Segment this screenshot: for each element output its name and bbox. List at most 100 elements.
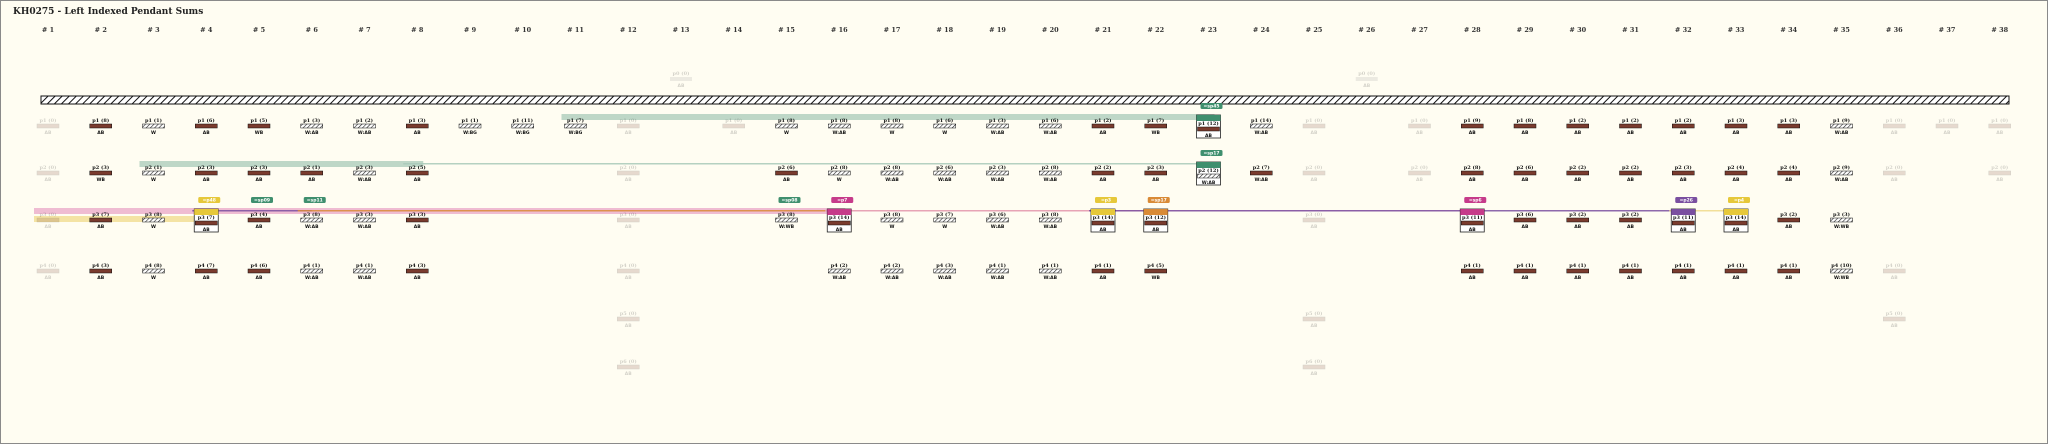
pendant-code: p1 (1) (462, 117, 479, 124)
column-header: # 21 (1095, 26, 1112, 34)
pendant-code: p3 (0) (620, 211, 637, 218)
pendant: p3 (3) W:AB (353, 211, 376, 230)
pendant-color: AB (1680, 275, 1687, 281)
pendant-code: p4 (1) (989, 262, 1006, 269)
pendant-color: AB (1469, 227, 1476, 233)
pendant-code: p4 (2) (831, 262, 848, 269)
pendant-color: AB (625, 275, 632, 281)
pendant: p1 (7) WB (1144, 117, 1167, 136)
pendant-color: AB (256, 224, 263, 230)
pendant-swatch (1144, 268, 1167, 274)
pendant-swatch (1672, 268, 1695, 274)
pendant-swatch (1302, 364, 1326, 370)
pendant: p4 (1) AB (1672, 262, 1695, 281)
pendant-code: p4 (1) (1728, 262, 1745, 269)
sum-pendant-header (1724, 209, 1748, 215)
pendant-color: AB (1100, 275, 1107, 281)
pendant-swatch (247, 268, 271, 274)
pendant-swatch (617, 170, 640, 176)
pendant-color: AB (203, 177, 210, 183)
pendant-color: W:AB (1254, 177, 1268, 183)
pendant-code: p1 (3) (409, 117, 426, 124)
pendant: p4 (8) W (142, 262, 165, 281)
pendant-code: p2 (0) (1411, 164, 1428, 171)
pendant-color: AB (1100, 177, 1107, 183)
pendant: p2 (8) AB (1461, 164, 1484, 183)
pendant-code: p1 (12) (1198, 120, 1218, 127)
pendant-code: p1 (2) (1569, 117, 1586, 124)
column-header: # 19 (989, 26, 1006, 34)
pendant-code: p1 (3) (303, 117, 320, 124)
column-header: # 2 (95, 26, 107, 34)
pendant-code: p1 (8) (778, 117, 795, 124)
pendant-color: AB (1416, 130, 1423, 136)
pendant-code: p4 (6) (251, 262, 268, 269)
pendant: p1 (2) AB (1091, 117, 1115, 136)
pendant-color: W (942, 224, 947, 230)
column-header: # 5 (253, 26, 266, 34)
pendant-code: p1 (3) (1728, 117, 1745, 124)
pendant-code: p2 (8) (1464, 164, 1481, 171)
pendant: p4 (2) W:AB (880, 262, 904, 281)
pendant: p2 (0) AB (36, 164, 60, 183)
pendant: p2 (5) AB (406, 164, 429, 183)
pendant-code: p2 (3) (356, 164, 373, 171)
pendant-swatch (300, 170, 323, 176)
sum-tag: =p4 (1728, 197, 1750, 204)
pendant-color: AB (1627, 130, 1634, 136)
pendant-color: WB (1152, 275, 1161, 281)
pendant-color: AB (1205, 133, 1212, 139)
pendant-color: AB (308, 177, 315, 183)
pendant-code: p1 (7) (567, 117, 584, 124)
pendant-code: p2 (4) (1728, 164, 1745, 171)
pendant: p2 (0) AB (1408, 164, 1431, 183)
pendant-swatch (617, 268, 640, 274)
pendant: p1 (0) AB (1883, 117, 1906, 136)
pendant-swatch (195, 268, 218, 274)
sum-tag-label: =sp08 (782, 198, 798, 204)
pendant-swatch (1355, 77, 1378, 81)
pendant-code: p1 (8) (884, 117, 901, 124)
pendant-code: p2 (3) (1675, 164, 1692, 171)
pendant-swatch (36, 217, 60, 223)
pendant-swatch (564, 123, 587, 129)
pendant-color: W (151, 177, 156, 183)
pendant-swatch (1197, 126, 1220, 132)
sum-tag-bg (1095, 197, 1117, 203)
pendant-color: W:AB (991, 130, 1005, 136)
pendant-swatch (1250, 170, 1273, 176)
pendant-code: p3 (6) (989, 211, 1006, 218)
pendant-color: AB (1891, 130, 1898, 136)
pendant-code: p4 (1) (303, 262, 320, 269)
pendant-swatch (775, 170, 798, 176)
pendant-code: p3 (14) (1726, 214, 1746, 221)
pendant: p2 (1) AB (300, 164, 323, 183)
pendant-color: AB (414, 224, 421, 230)
pendant: p1 (3) W:AB (300, 117, 323, 136)
pendant-color: W (890, 130, 895, 136)
column-header: # 23 (1200, 26, 1217, 34)
pendant: p1 (8) AB (1513, 117, 1537, 136)
sum-band-orange (297, 210, 1156, 212)
pendant-color: AB (1469, 177, 1476, 183)
pendant-code: p1 (7) (1147, 117, 1164, 124)
pendant-color: AB (1680, 227, 1687, 233)
pendant-swatch (406, 170, 429, 176)
pendant: p3 (14) AB =p7 (826, 197, 854, 233)
sum-pendant-header (194, 209, 219, 215)
pendant-code: p1 (0) (620, 117, 637, 124)
pendant: p6 (0) AB (617, 358, 640, 377)
pendant: p1 (11) W:BG (511, 117, 534, 136)
pendant: p5 (0) AB (617, 310, 640, 329)
pendant-code: p3 (8) (1042, 211, 1059, 218)
sum-tag-label: =p7 (837, 198, 847, 204)
pendant-swatch (1144, 220, 1167, 226)
pendant-color: W:AB (1835, 177, 1849, 183)
pendant: p1 (3) AB (406, 117, 429, 136)
sum-band-purple (1089, 210, 1684, 212)
pendant: p4 (3) AB (89, 262, 112, 281)
pendant-code: p4 (3) (936, 262, 953, 269)
column-header: # 1 (42, 26, 54, 34)
pendant-code: p3 (7) (936, 211, 953, 218)
column-header: # 27 (1411, 26, 1428, 34)
